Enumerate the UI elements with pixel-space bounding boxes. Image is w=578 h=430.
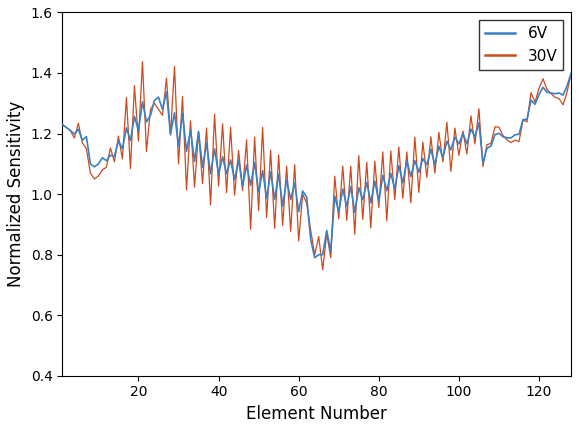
30V — [139, 59, 146, 64]
6V — [183, 149, 190, 154]
6V — [267, 169, 274, 175]
6V — [59, 122, 66, 127]
Legend: 6V, 30V: 6V, 30V — [479, 20, 564, 70]
X-axis label: Element Number: Element Number — [246, 405, 387, 423]
6V — [568, 71, 575, 76]
Line: 6V: 6V — [62, 74, 571, 258]
6V — [547, 90, 554, 95]
30V — [503, 137, 510, 142]
6V — [327, 249, 334, 254]
30V — [568, 71, 575, 77]
30V — [331, 174, 338, 179]
6V — [311, 255, 318, 260]
Y-axis label: Normalized Sensitivity: Normalized Sensitivity — [7, 101, 25, 287]
30V — [251, 135, 258, 140]
6V — [247, 183, 254, 188]
30V — [551, 95, 558, 100]
30V — [271, 226, 278, 231]
30V — [187, 118, 194, 123]
30V — [59, 122, 66, 127]
6V — [499, 134, 506, 139]
30V — [319, 267, 326, 272]
Line: 30V: 30V — [62, 61, 571, 270]
